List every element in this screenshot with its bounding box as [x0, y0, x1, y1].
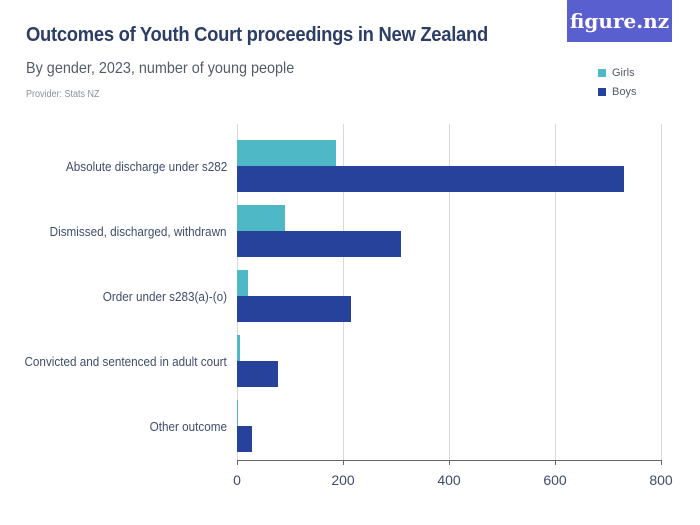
bar-boys [237, 296, 352, 322]
boys-swatch-icon [598, 87, 606, 96]
provider-label: Provider: Stats NZ [26, 89, 100, 100]
bar-girls [237, 205, 285, 231]
x-tick [555, 460, 556, 465]
gridline [449, 124, 450, 460]
legend-label: Boys [612, 85, 637, 98]
legend: Girls Boys [598, 63, 636, 101]
bar-boys [237, 426, 253, 452]
x-tick-label: 600 [543, 472, 567, 488]
gridline [555, 124, 556, 460]
bar-girls [237, 270, 248, 296]
x-tick-label: 0 [233, 472, 241, 488]
chart-subtitle: By gender, 2023, number of young people [26, 60, 295, 77]
bar-boys [237, 361, 278, 387]
bar-boys [237, 166, 624, 192]
x-tick-label: 800 [649, 472, 673, 488]
bar-girls [237, 335, 240, 361]
chart-title: Outcomes of Youth Court proceedings in N… [26, 24, 488, 46]
x-tick [343, 460, 344, 465]
bar-girls [237, 400, 239, 426]
category-label: Dismissed, discharged, withdrawn [50, 224, 227, 239]
x-tick [237, 460, 238, 465]
category-label: Order under s283(a)-(o) [102, 289, 227, 304]
plot-area [237, 124, 662, 460]
bar-boys [237, 231, 401, 257]
bar-girls [237, 140, 336, 166]
legend-item-boys: Boys [598, 82, 636, 101]
category-label: Convicted and sentenced in adult court [24, 354, 227, 369]
gridline [343, 124, 344, 460]
legend-item-girls: Girls [598, 63, 636, 82]
girls-swatch-icon [598, 68, 606, 77]
figure-nz-logo[interactable]: figure.nz [567, 0, 672, 42]
x-tick-label: 200 [331, 472, 355, 488]
gridline [661, 124, 662, 460]
x-tick [661, 460, 662, 465]
category-label: Other outcome [149, 419, 227, 434]
x-tick [449, 460, 450, 465]
x-tick-label: 400 [437, 472, 461, 488]
category-label: Absolute discharge under s282 [65, 159, 227, 174]
legend-label: Girls [612, 66, 635, 79]
